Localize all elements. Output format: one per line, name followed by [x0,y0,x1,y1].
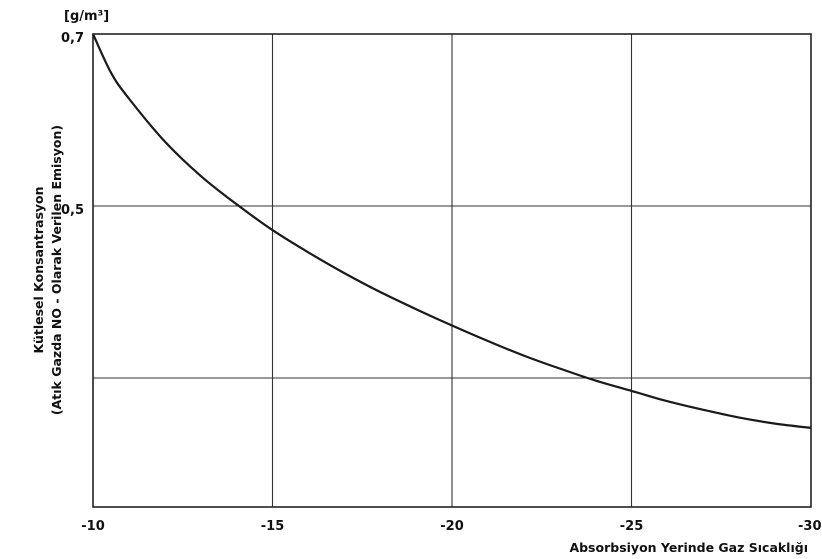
y-unit-label: [g/m³] [64,9,109,24]
x-tick-label: -30° [798,519,822,534]
y-tick-label: 0,5 [61,203,84,218]
y-axis-title: Kütlesel Konsantrasyon (Atık Gazda NO - … [31,125,64,415]
y-axis-title-line-1: Kütlesel Konsantrasyon [31,186,46,353]
x-axis-title: Absorbsiyon Yerinde Gaz Sıcaklığı [569,540,808,555]
y-tick-labels: 0,7 0,5 [61,31,84,218]
plot-frame [92,33,812,508]
x-tick-label: -20 [440,519,464,534]
y-axis-title-line-2: (Atık Gazda NO - Olarak Verilen Emisyon) [49,125,64,415]
x-tick-label: -10 [81,519,105,534]
series-line [92,33,812,429]
y-tick-label: 0,7 [61,31,84,46]
x-tick-labels: -10 -15 -20 -25 -30° [81,519,822,534]
x-tick-label: -25 [620,519,644,534]
x-tick-label: -15 [261,519,285,534]
grid-lines [93,34,811,507]
